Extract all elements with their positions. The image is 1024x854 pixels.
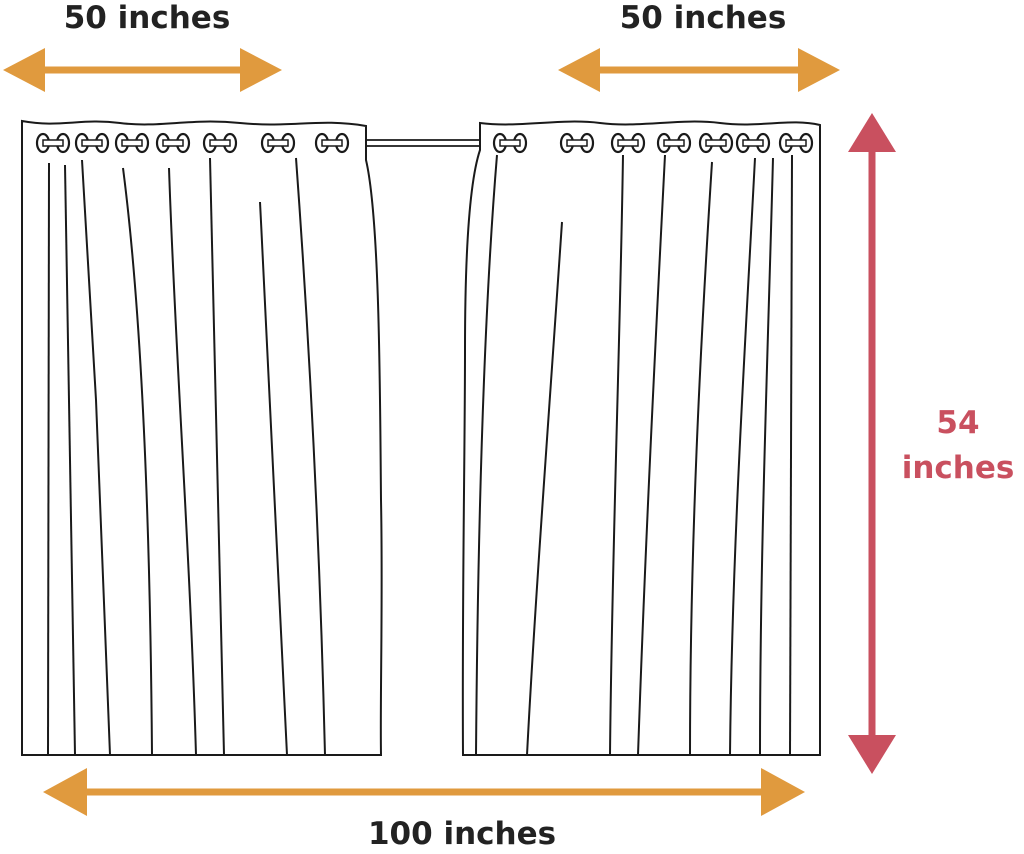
- height-value-label: 54: [936, 405, 980, 441]
- curtain-rod: [367, 139, 482, 147]
- right-curtain-panel: [461, 120, 821, 756]
- total-width-arrow: [43, 768, 805, 816]
- left-width-label: 50 inches: [63, 0, 231, 36]
- height-unit-label: inches: [901, 450, 1015, 486]
- right-width-arrow: [558, 48, 840, 92]
- height-arrow: [848, 113, 896, 774]
- total-width-label: 100 inches: [367, 816, 557, 852]
- right-width-label: 50 inches: [619, 0, 787, 36]
- left-curtain-panel: [21, 119, 383, 756]
- left-width-arrow: [3, 48, 282, 92]
